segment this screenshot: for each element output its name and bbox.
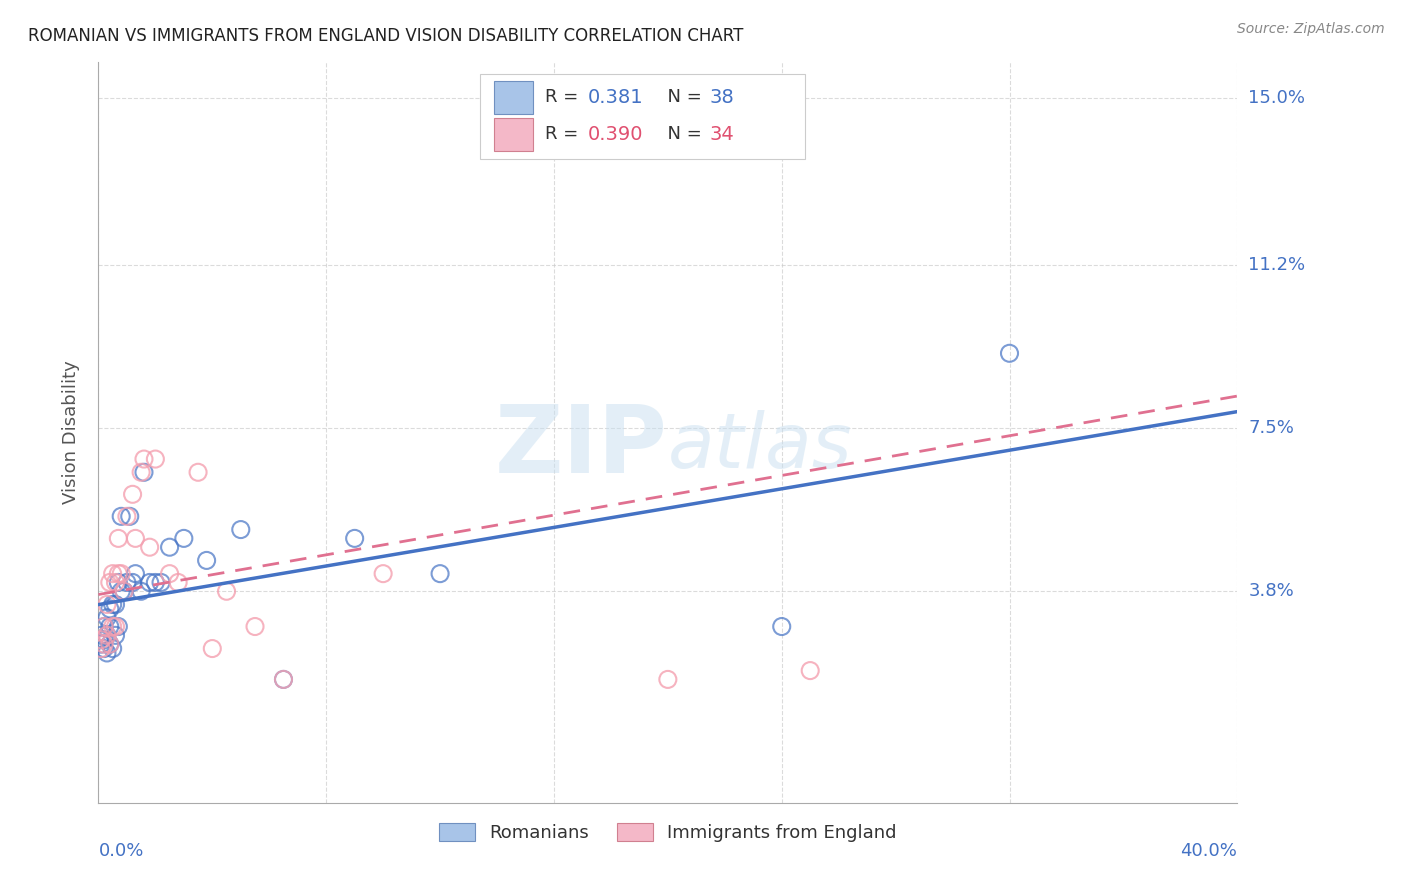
Point (101, 598, 124, 612)
Point (104, 598, 127, 612)
Text: R =: R = (546, 88, 583, 106)
Point (657, 673, 679, 687)
Point (138, 575, 160, 590)
Text: 40.0%: 40.0% (1181, 842, 1237, 860)
Point (93, 641, 115, 656)
Point (770, 619, 793, 633)
Point (273, 673, 295, 687)
Text: 15.0%: 15.0% (1249, 88, 1305, 107)
Point (201, 641, 224, 656)
Point (132, 452, 155, 467)
Point (173, 532, 195, 546)
Point (98, 637, 121, 651)
Point (98, 637, 121, 651)
Text: Source: ZipAtlas.com: Source: ZipAtlas.com (1237, 22, 1385, 37)
Legend: Romanians, Immigrants from England: Romanians, Immigrants from England (432, 815, 904, 849)
Point (104, 628, 127, 642)
Bar (479, 73, 804, 159)
Point (93, 619, 115, 633)
Text: atlas: atlas (668, 410, 852, 484)
Point (98, 602, 121, 616)
Point (145, 575, 167, 590)
Point (118, 509, 141, 524)
Point (998, 346, 1021, 360)
Point (101, 641, 124, 656)
Point (110, 509, 132, 524)
Point (145, 452, 167, 467)
Point (98, 575, 121, 590)
Point (107, 619, 129, 633)
Point (124, 566, 146, 581)
Point (90, 641, 112, 656)
Text: 0.0%: 0.0% (98, 842, 143, 860)
Point (124, 532, 146, 546)
Point (129, 465, 152, 479)
Text: ROMANIAN VS IMMIGRANTS FROM ENGLAND VISION DISABILITY CORRELATION CHART: ROMANIAN VS IMMIGRANTS FROM ENGLAND VISI… (28, 27, 744, 45)
Point (429, 566, 451, 581)
Text: N =: N = (657, 88, 709, 106)
Text: 0.381: 0.381 (588, 87, 644, 107)
Point (138, 540, 160, 554)
Point (195, 553, 218, 567)
Text: ZIP: ZIP (495, 401, 668, 493)
Text: 7.5%: 7.5% (1249, 419, 1295, 437)
Text: 0.390: 0.390 (588, 125, 644, 144)
Point (229, 523, 252, 537)
Point (373, 566, 395, 581)
Point (96, 611, 118, 625)
Point (101, 619, 124, 633)
Point (187, 465, 209, 479)
Point (90, 628, 112, 642)
Point (112, 584, 135, 599)
Text: 34: 34 (710, 125, 735, 144)
Point (107, 575, 129, 590)
Point (107, 566, 129, 581)
Text: R =: R = (546, 125, 583, 144)
Point (90, 632, 112, 647)
Point (121, 487, 143, 501)
Point (150, 575, 173, 590)
Point (132, 465, 155, 479)
Point (159, 540, 181, 554)
Point (90, 637, 112, 651)
Point (93, 632, 115, 647)
Point (159, 566, 181, 581)
Text: 3.8%: 3.8% (1249, 582, 1294, 600)
Bar (494, 118, 533, 151)
Point (104, 575, 127, 590)
Point (110, 584, 132, 599)
Point (96, 628, 118, 642)
Text: 38: 38 (710, 87, 735, 107)
Point (121, 575, 143, 590)
Y-axis label: Vision Disability: Vision Disability (62, 360, 80, 505)
Text: N =: N = (657, 125, 709, 144)
Point (167, 575, 190, 590)
Point (96, 646, 118, 660)
Point (243, 619, 266, 633)
Point (115, 509, 138, 524)
Point (799, 664, 821, 678)
Point (110, 566, 132, 581)
Point (112, 584, 135, 599)
Point (107, 532, 129, 546)
Point (93, 637, 115, 651)
Text: 11.2%: 11.2% (1249, 256, 1306, 274)
Point (215, 584, 238, 599)
Point (273, 673, 295, 687)
Point (98, 619, 121, 633)
Point (343, 532, 366, 546)
Point (129, 584, 152, 599)
Point (96, 598, 118, 612)
Bar (494, 80, 533, 114)
Point (115, 575, 138, 590)
Point (104, 619, 127, 633)
Point (96, 628, 118, 642)
Point (101, 566, 124, 581)
Point (93, 619, 115, 633)
